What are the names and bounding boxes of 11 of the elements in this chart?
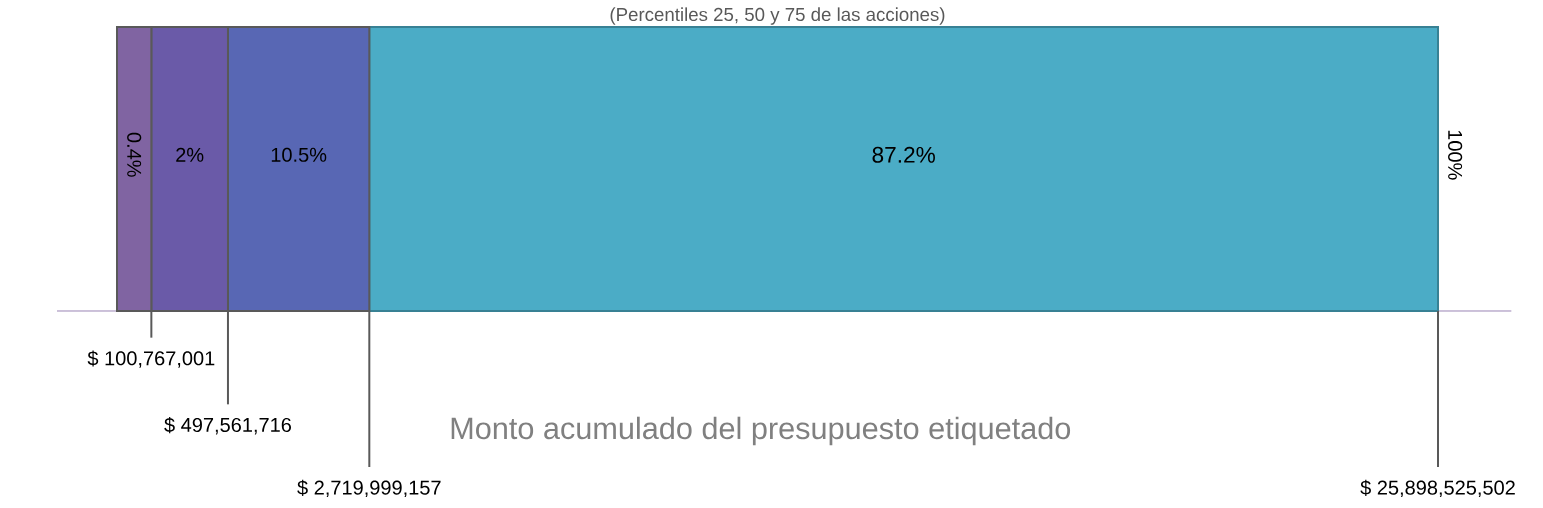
text: 87.2% [872,146,935,163]
text: $ 497,561,716 [164,417,291,435]
chart-title: (Percentiles 25, 50 y 75 de las acciones) [610,7,945,25]
text: 0.4% [127,132,142,177]
x-axis-title: Monto acumulado del presupuesto etiquetado [451,416,1071,446]
text: 10.5% [271,147,327,162]
text: $ 25,898,525,502 [1360,479,1515,498]
text: $ 100,767,001 [87,350,215,368]
text: 2% [176,147,204,162]
text: $ 2,719,999,157 [297,479,441,498]
text: 100% [1448,130,1463,180]
